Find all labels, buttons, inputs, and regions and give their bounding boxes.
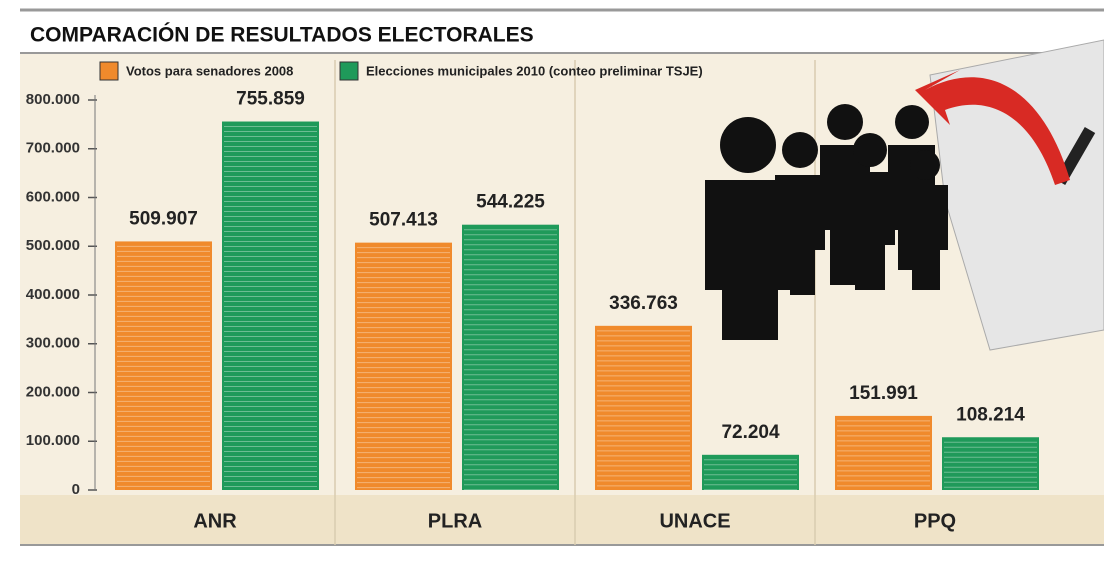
person: [782, 132, 818, 168]
y-tick-label: 0: [72, 481, 80, 498]
ballot-box: [929, 39, 1104, 351]
bar-group: [355, 242, 452, 490]
person: [827, 104, 863, 140]
bar: [835, 415, 932, 490]
y-tick-label: 200.000: [26, 383, 80, 400]
bar: [595, 325, 692, 490]
value-label: 108.214: [956, 404, 1025, 425]
bar: [702, 454, 799, 490]
legend-swatch: [339, 61, 359, 81]
y-tick-label: 100.000: [26, 432, 80, 449]
legend-label: Elecciones municipales 2010 (conteo prel…: [366, 63, 703, 78]
legend-swatch: [99, 61, 119, 81]
y-tick-label: 600.000: [26, 188, 80, 205]
y-tick-label: 800.000: [26, 91, 80, 108]
bar-group: [222, 121, 319, 490]
value-label: 507.413: [369, 210, 438, 231]
bar-group: [835, 415, 932, 490]
person: [905, 185, 948, 290]
bar-group: [595, 325, 692, 490]
person: [705, 180, 790, 340]
person: [853, 133, 887, 167]
chart-title: COMPARACIÓN DE RESULTADOS ELECTORALES: [30, 23, 534, 47]
person: [910, 150, 940, 180]
bar: [222, 121, 319, 490]
bar-group: [702, 454, 799, 491]
value-label: 336.763: [609, 293, 678, 314]
bar-group: [462, 224, 559, 491]
bar: [942, 437, 1039, 490]
person: [845, 172, 895, 290]
y-tick-label: 500.000: [26, 237, 80, 254]
category-band: [20, 495, 1104, 545]
value-label: 544.225: [476, 192, 545, 213]
x-tick-label: PLRA: [428, 510, 482, 532]
x-tick-label: PPQ: [914, 510, 956, 532]
x-tick-label: ANR: [193, 510, 237, 532]
person: [895, 105, 929, 139]
person: [720, 117, 776, 173]
value-label: 755.859: [236, 89, 305, 110]
legend-label: Votos para senadores 2008: [126, 63, 293, 78]
bar: [115, 241, 212, 490]
bar: [462, 224, 559, 490]
value-label: 151.991: [849, 383, 918, 404]
person: [775, 175, 825, 295]
bar: [355, 242, 452, 490]
y-tick-label: 300.000: [26, 335, 80, 352]
value-label: 72.204: [721, 422, 780, 443]
y-tick-label: 700.000: [26, 140, 80, 157]
value-label: 509.907: [129, 208, 198, 229]
bar-group: [942, 437, 1039, 490]
arrow: [915, 70, 1070, 185]
illustration: [705, 39, 1104, 351]
x-tick-label: UNACE: [659, 510, 730, 532]
y-tick-label: 400.000: [26, 286, 80, 303]
bar-group: [115, 241, 212, 490]
